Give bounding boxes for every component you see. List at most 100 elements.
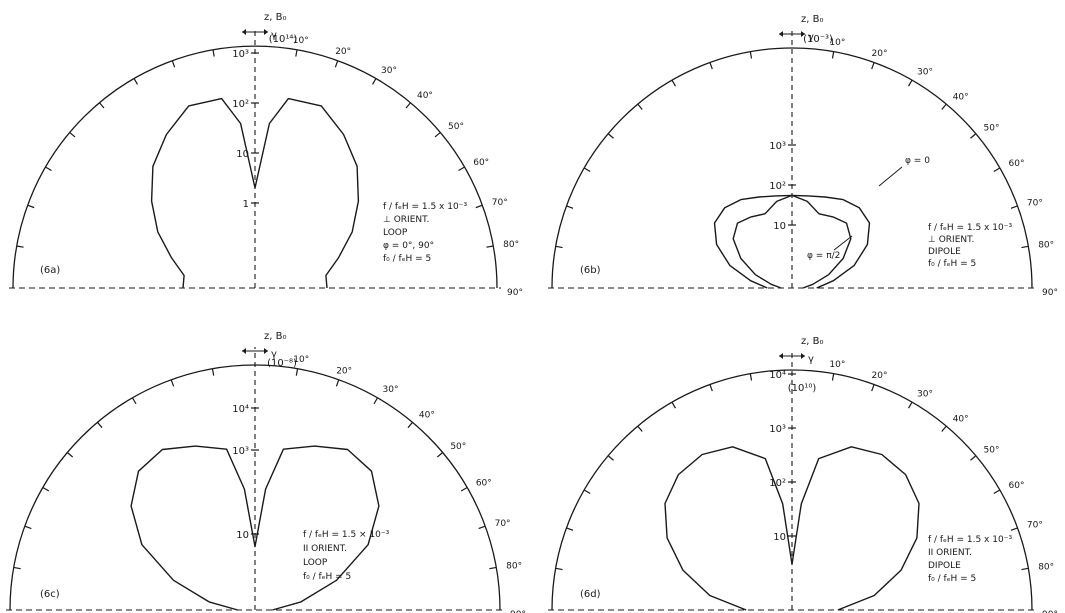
angle-symbol: γ — [808, 32, 814, 43]
angle-tick — [405, 102, 412, 109]
angle-tick-label: 80° — [1038, 563, 1054, 573]
angle-tick-label: 30° — [381, 66, 397, 76]
angle-tick — [489, 566, 497, 570]
angle-tick — [583, 167, 591, 173]
angle-tick — [171, 60, 176, 68]
angle-tick — [16, 245, 24, 248]
angle-tick — [133, 78, 139, 85]
angle-tick — [637, 103, 643, 110]
angle-tick — [993, 489, 1001, 495]
angle-tick-label: 30° — [383, 385, 399, 395]
arrow-head-left — [779, 353, 783, 359]
angle-tick — [907, 401, 913, 409]
radial-tick-label: 10⁴ — [769, 370, 786, 381]
angle-tick — [66, 452, 74, 458]
pattern-curve — [664, 446, 920, 611]
radial-tick-label: 10 — [773, 532, 786, 543]
scale-factor: (10¹⁴) — [269, 34, 298, 45]
angle-tick — [24, 525, 32, 530]
angle-tick-label: 10° — [293, 36, 309, 46]
angle-tick-label: 90° — [1042, 610, 1058, 613]
radial-tick-label: 10³ — [232, 49, 249, 60]
angle-tick-label: 30° — [917, 67, 933, 77]
pattern-curve — [150, 97, 360, 289]
angle-tick — [871, 384, 875, 392]
radial-tick-label: 10 — [236, 530, 249, 541]
panel-6c: z, B₀ γ 10° 20° 30° 40° 50° 60° 70° 80° 90° (10⁻⁸) 1… — [6, 331, 526, 613]
angle-tick — [131, 397, 137, 405]
panel-label: (6d) — [580, 589, 601, 600]
angle-tick-label: 70° — [492, 198, 508, 208]
radial-tick-label: 10 — [773, 221, 786, 232]
outer-arc — [551, 369, 1033, 611]
angle-tick — [583, 489, 591, 495]
angle-tick — [211, 368, 215, 376]
angle-tick — [671, 79, 677, 87]
angle-tick — [941, 425, 947, 432]
axis-label: z, B₀ — [264, 331, 286, 342]
angle-tick-label: 80° — [503, 240, 519, 250]
angle-tick — [970, 133, 977, 139]
angle-tick — [460, 486, 468, 492]
scale-factor: (10⁻³) — [803, 34, 833, 45]
legend-line: LOOP — [383, 228, 408, 238]
angle-tick-label: 90° — [507, 288, 523, 298]
angle-tick — [709, 62, 713, 70]
legend-line: ⊥ ORIENT. — [383, 215, 429, 225]
angle-tick — [434, 131, 441, 138]
angle-tick — [373, 397, 379, 405]
pattern-curve — [130, 445, 380, 611]
angle-tick-label: 50° — [984, 123, 1000, 133]
angle-symbol: γ — [271, 349, 277, 360]
legend-line: LOOP — [303, 558, 328, 568]
angle-tick — [566, 205, 574, 209]
angle-tick-label: 50° — [450, 442, 466, 452]
angle-tick-label: 80° — [1038, 241, 1054, 251]
angle-tick-label: 90° — [510, 610, 526, 613]
radial-tick-label: 10² — [232, 99, 249, 110]
angle-tick — [335, 379, 340, 387]
angle-tick-label: 20° — [872, 49, 888, 59]
angle-tick — [831, 51, 835, 59]
angle-tick-label: 10° — [829, 360, 845, 370]
angle-tick — [295, 368, 299, 376]
angle-tick — [637, 425, 643, 432]
angle-tick — [486, 245, 494, 248]
angle-tick-label: 90° — [1042, 288, 1058, 298]
angle-tick-label: 40° — [953, 92, 969, 102]
angle-tick-label: 50° — [448, 122, 464, 132]
angle-tick-label: 30° — [917, 389, 933, 399]
angle-tick — [295, 49, 298, 57]
angle-tick — [97, 421, 103, 429]
angle-tick — [45, 166, 52, 172]
panel-6b: z, B₀ γ 10° 20° 30° 40° 50° 60° 70° 80° 90° (10⁻³) 1… — [548, 14, 1058, 298]
leader-line — [833, 235, 853, 251]
angle-tick — [607, 455, 614, 461]
angle-tick-label: 60° — [1009, 159, 1025, 169]
angle-tick — [407, 421, 413, 429]
radial-tick-label: 10² — [769, 478, 786, 489]
radial-tick-label: 10³ — [769, 141, 786, 152]
angle-tick — [831, 373, 835, 381]
angle-tick — [334, 60, 339, 68]
angle-tick — [671, 401, 677, 409]
angle-tick — [555, 245, 563, 249]
radial-tick-label: 10⁴ — [232, 404, 249, 415]
outer-arc — [551, 47, 1033, 289]
arrow-head-left — [242, 29, 246, 35]
angle-symbol: γ — [271, 30, 277, 41]
axis-label: z, B₀ — [801, 14, 823, 25]
legend-line: f / fₑH = 1.5 × 10⁻³ — [303, 530, 390, 540]
arrow-head-left — [779, 31, 783, 37]
angle-tick-label: 20° — [872, 371, 888, 381]
angle-tick — [993, 167, 1001, 173]
angle-tick — [1010, 527, 1018, 531]
angle-tick — [1021, 245, 1029, 249]
legend-line: φ = 0°, 90° — [383, 241, 434, 251]
angle-tick-label: 40° — [953, 414, 969, 424]
angle-tick — [13, 566, 21, 570]
axis-label: z, B₀ — [264, 12, 286, 23]
curve-label-phi-0: φ = 0 — [905, 156, 930, 166]
radial-tick-label: 10³ — [769, 424, 786, 435]
